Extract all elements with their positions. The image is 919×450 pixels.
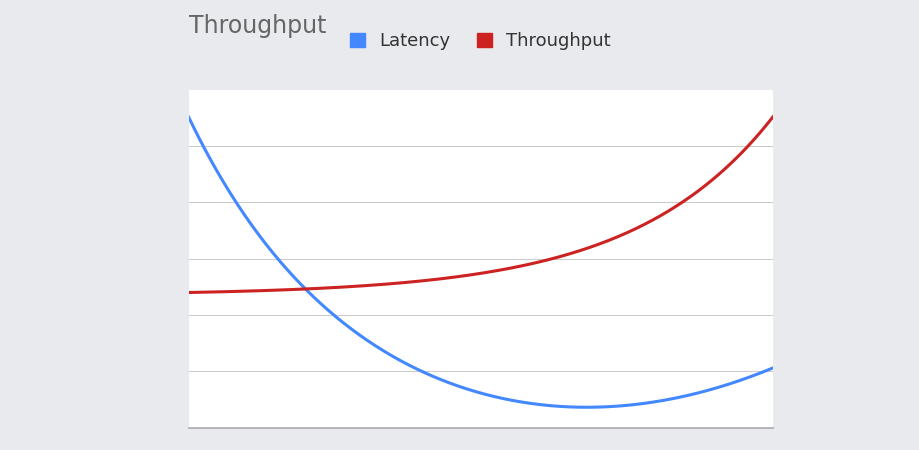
Text: Throughput: Throughput: [188, 14, 325, 37]
Legend: Latency, Throughput: Latency, Throughput: [343, 25, 618, 57]
